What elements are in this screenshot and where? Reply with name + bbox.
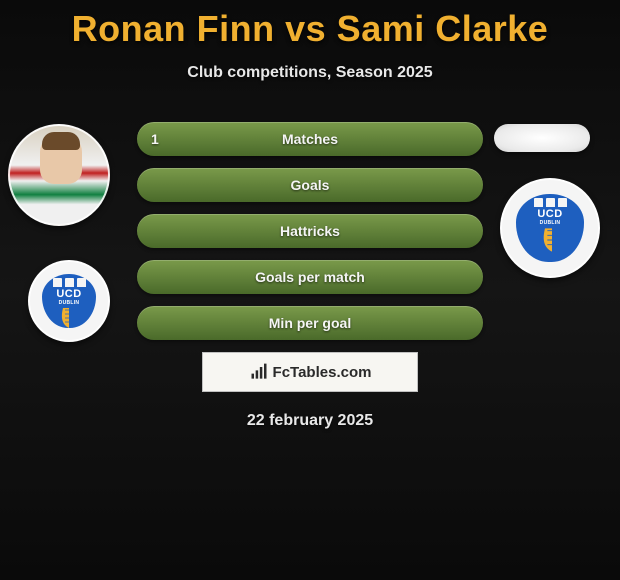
stat-row-matches: 1 Matches bbox=[137, 122, 483, 156]
player2-club-crest: UCD DUBLIN bbox=[500, 178, 600, 278]
crest-text: UCD bbox=[537, 209, 562, 220]
stat-label: Goals bbox=[137, 168, 483, 202]
ucd-crest-icon: UCD DUBLIN bbox=[42, 274, 97, 329]
footer-date: 22 february 2025 bbox=[0, 412, 620, 430]
page-subtitle: Club competitions, Season 2025 bbox=[0, 64, 620, 82]
stat-label: Goals per match bbox=[137, 260, 483, 294]
stat-label: Hattricks bbox=[137, 214, 483, 248]
stat-row-hattricks: Hattricks bbox=[137, 214, 483, 248]
stat-value-left: 1 bbox=[151, 122, 159, 156]
watermark: FcTables.com bbox=[202, 352, 418, 392]
page-title: Ronan Finn vs Sami Clarke bbox=[0, 0, 620, 50]
watermark-text: FcTables.com bbox=[273, 364, 372, 381]
bar-chart-icon bbox=[249, 362, 269, 382]
player2-blank-pill bbox=[494, 124, 590, 152]
stat-row-goals-per-match: Goals per match bbox=[137, 260, 483, 294]
ucd-crest-icon: UCD DUBLIN bbox=[516, 194, 583, 261]
stat-row-goals: Goals bbox=[137, 168, 483, 202]
player1-avatar bbox=[8, 124, 110, 226]
stat-row-min-per-goal: Min per goal bbox=[137, 306, 483, 340]
stat-label: Matches bbox=[137, 122, 483, 156]
crest-text: UCD bbox=[56, 289, 81, 300]
stat-label: Min per goal bbox=[137, 306, 483, 340]
player1-club-crest: UCD DUBLIN bbox=[28, 260, 110, 342]
